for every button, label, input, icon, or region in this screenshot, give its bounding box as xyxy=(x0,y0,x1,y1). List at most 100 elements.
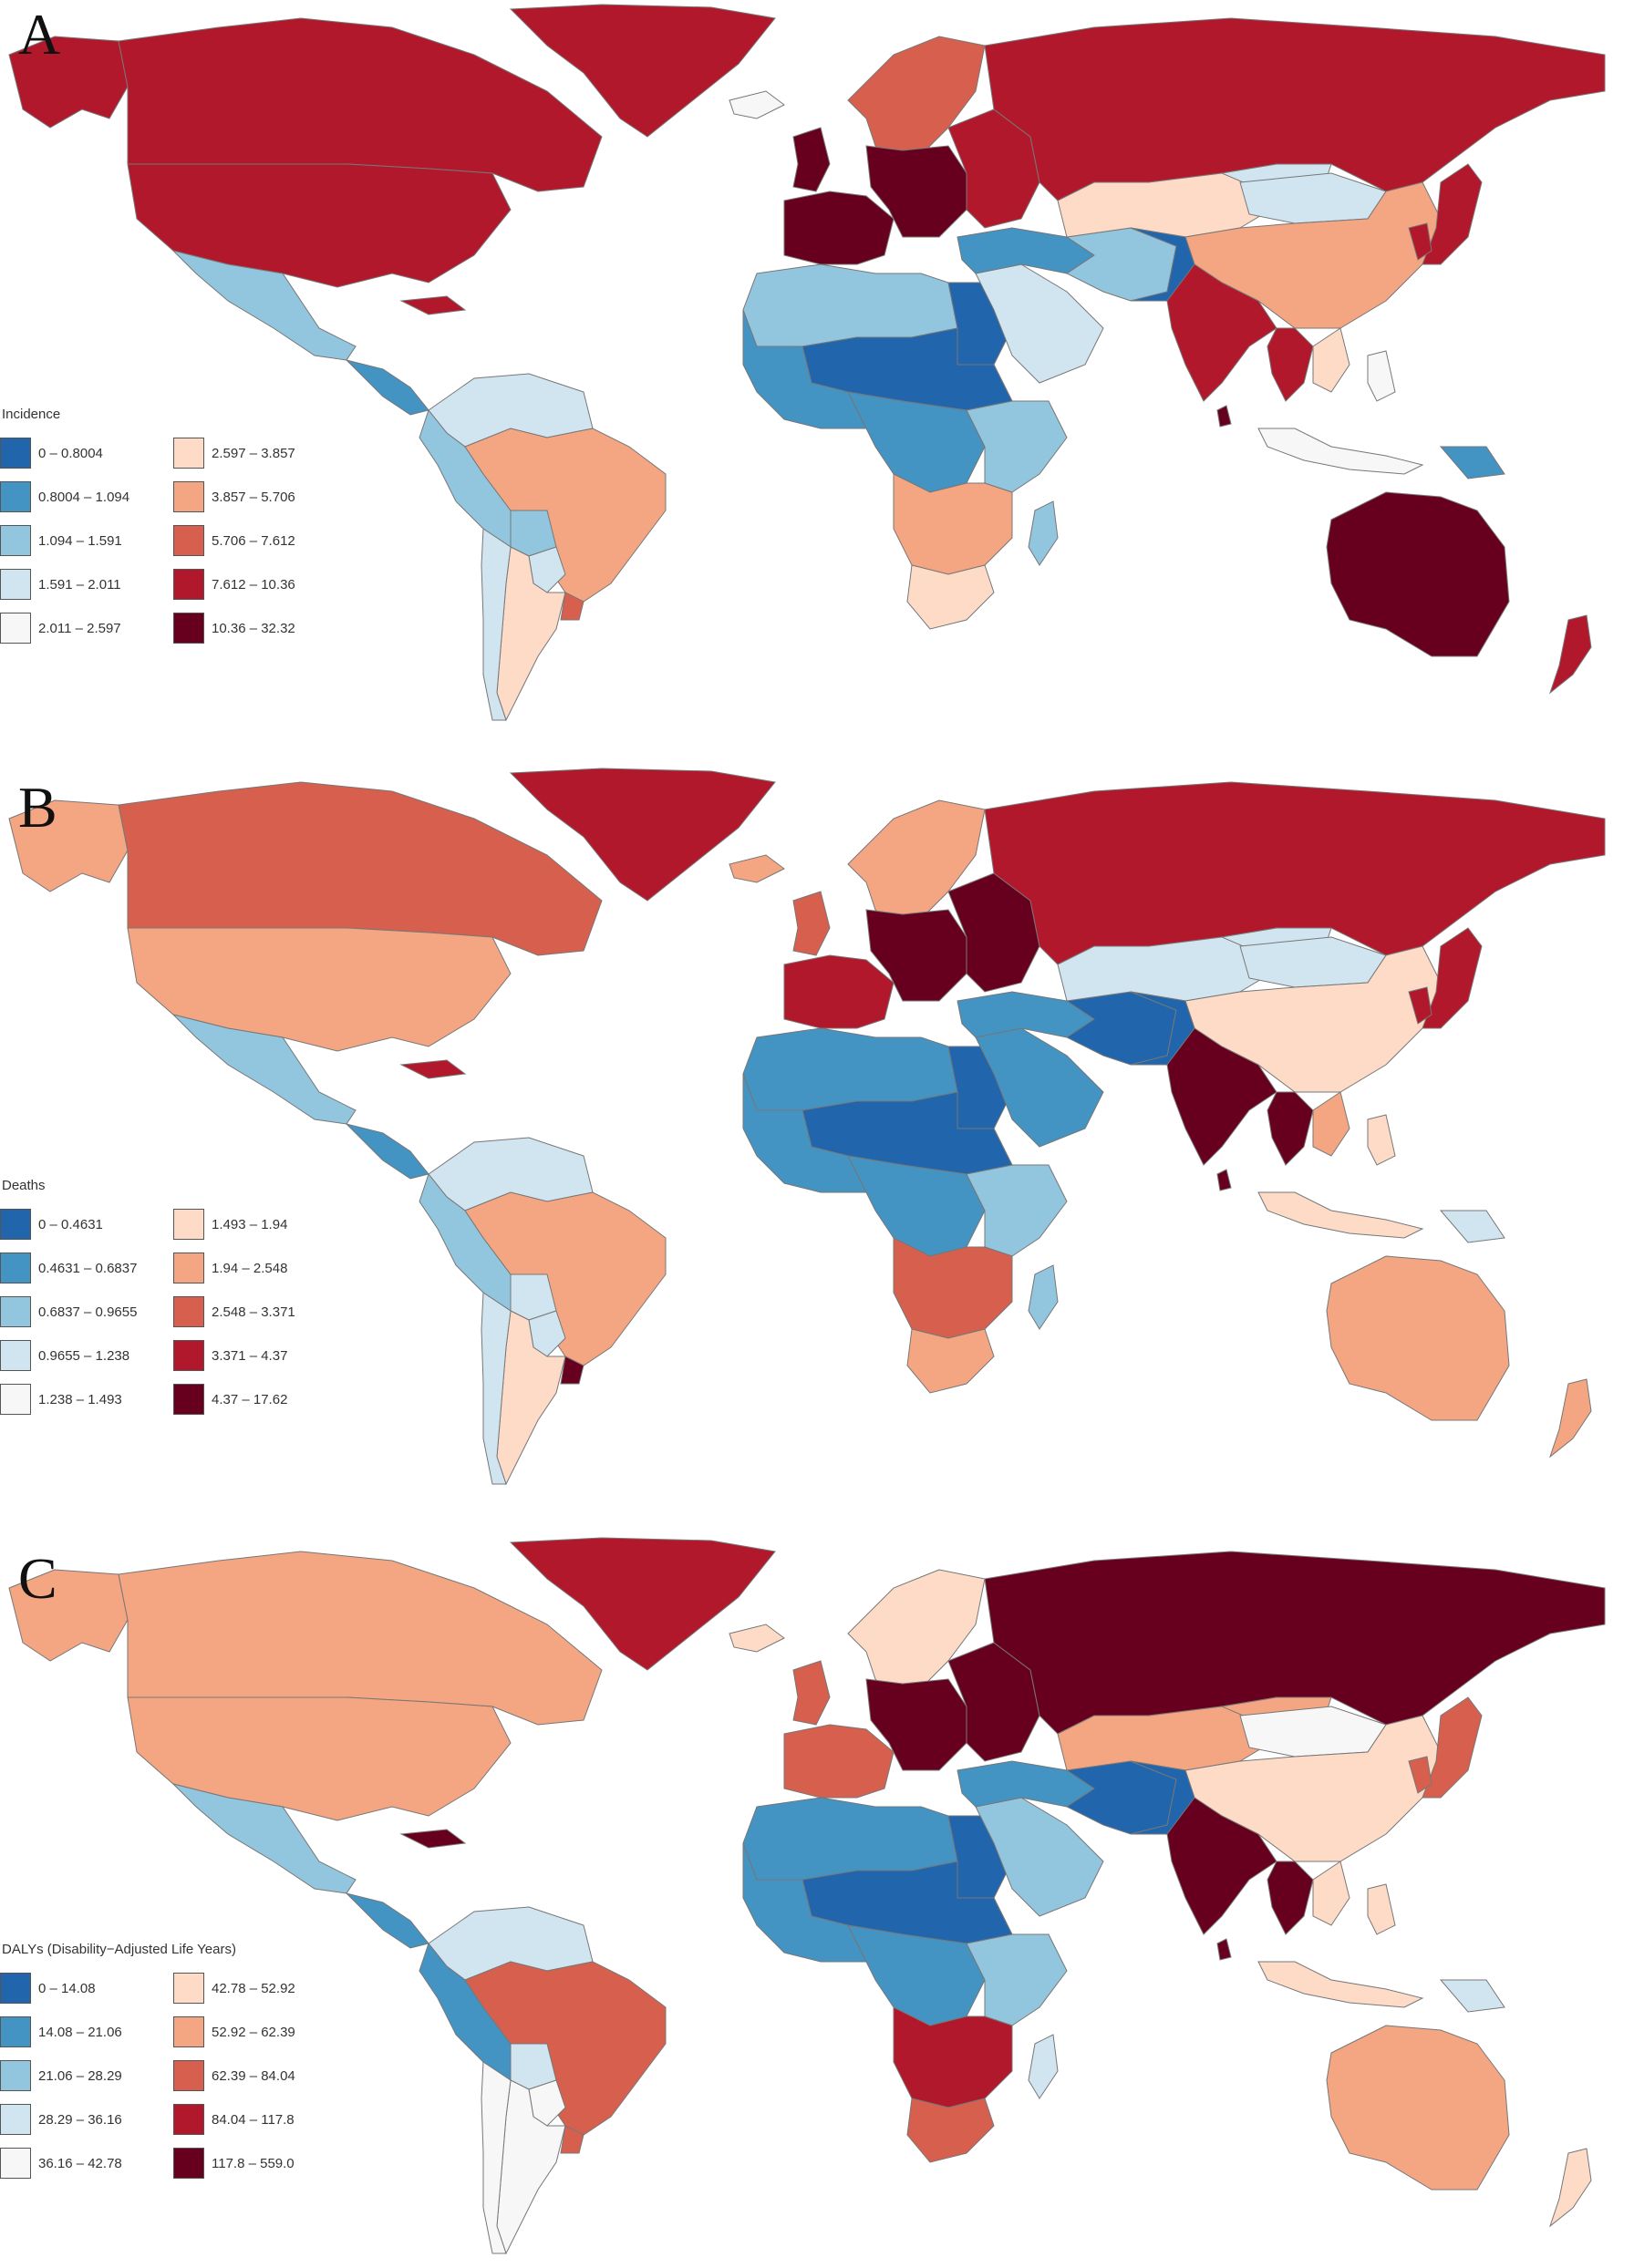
legend-item: 0.4631 – 0.6837 xyxy=(0,1246,173,1290)
region-south-africa xyxy=(906,1328,995,1394)
legend-label: 62.39 – 84.04 xyxy=(212,2067,295,2084)
legend-swatch xyxy=(0,1253,31,1283)
legend-swatch xyxy=(0,438,31,469)
region-arabia xyxy=(975,1027,1104,1148)
legend-swatch xyxy=(0,481,31,512)
legend-label: 10.36 – 32.32 xyxy=(212,620,295,636)
region-australia xyxy=(1326,2025,1510,2191)
region-caribbean xyxy=(399,1829,467,1849)
region-alaska xyxy=(8,1569,129,1662)
legend-label: 14.08 – 21.06 xyxy=(38,2024,122,2040)
legend-swatch xyxy=(0,1340,31,1371)
legend-swatch xyxy=(173,1340,204,1371)
region-indochina xyxy=(1312,327,1350,393)
legend-label: 0.4631 – 0.6837 xyxy=(38,1260,138,1276)
legend-swatch xyxy=(0,2060,31,2091)
legend-item: 0 – 0.8004 xyxy=(0,431,173,475)
region-south-africa xyxy=(906,2098,995,2163)
region-chile xyxy=(481,2061,512,2254)
legend-label: 4.37 – 17.62 xyxy=(212,1391,288,1407)
region-korea xyxy=(1408,986,1432,1025)
legend-item: 1.493 – 1.94 xyxy=(173,1202,346,1246)
region-uruguay xyxy=(560,1356,584,1385)
region-uk xyxy=(792,127,831,192)
legend-swatch xyxy=(0,1973,31,2004)
legend-item: 2.548 – 3.371 xyxy=(173,1290,346,1334)
region-north-africa xyxy=(742,263,958,347)
region-iceland xyxy=(729,1624,785,1653)
legend-swatch xyxy=(0,1209,31,1240)
legend-item: 4.37 – 17.62 xyxy=(173,1377,346,1421)
region-caribbean xyxy=(399,1059,467,1079)
world-map-incidence xyxy=(8,4,1606,722)
legend-item: 1.94 – 2.548 xyxy=(173,1246,346,1290)
region-korea xyxy=(1408,1756,1432,1794)
legend-swatch xyxy=(173,1296,204,1327)
legend-swatch xyxy=(0,2016,31,2047)
legend-swatch xyxy=(173,438,204,469)
region-caribbean xyxy=(399,295,467,315)
legend-title: DALYs (Disability−Adjusted Life Years) xyxy=(2,1942,236,1957)
legend-label: 0.9655 – 1.238 xyxy=(38,1347,130,1364)
region-png xyxy=(1439,446,1505,479)
region-japan xyxy=(1422,1696,1483,1799)
legend-item: 7.612 – 10.36 xyxy=(173,562,346,606)
region-arabia xyxy=(975,263,1104,384)
region-mexico xyxy=(171,1014,357,1125)
legend-item: 1.238 – 1.493 xyxy=(0,1377,173,1421)
legend-label: 52.92 – 62.39 xyxy=(212,2024,295,2040)
world-map-deaths xyxy=(8,768,1606,1486)
legend-label: 0 – 0.4631 xyxy=(38,1216,103,1232)
legend-label: 36.16 – 42.78 xyxy=(38,2155,122,2171)
panel-label: C xyxy=(18,1546,57,1611)
legend-item: 0 – 0.4631 xyxy=(0,1202,173,1246)
legend-label: 1.591 – 2.011 xyxy=(38,576,121,593)
legend-swatch xyxy=(173,613,204,644)
legend-item: 2.011 – 2.597 xyxy=(0,606,173,650)
legend-item: 1.094 – 1.591 xyxy=(0,519,173,562)
region-southern-africa xyxy=(893,473,1013,575)
region-philippines xyxy=(1367,1883,1396,1935)
legend-swatch xyxy=(173,1253,204,1283)
legend-item: 3.857 – 5.706 xyxy=(173,475,346,519)
legend-item: 0.8004 – 1.094 xyxy=(0,475,173,519)
region-greenland xyxy=(509,768,776,902)
region-india xyxy=(1166,1797,1277,1935)
legend-swatch xyxy=(173,2148,204,2179)
region-indonesia xyxy=(1257,1961,1424,2008)
legend-item: 5.706 – 7.612 xyxy=(173,519,346,562)
region-uk xyxy=(792,891,831,956)
region-uruguay xyxy=(560,592,584,621)
region-central-america xyxy=(345,359,429,416)
legend-swatch xyxy=(0,525,31,556)
legend-title: Deaths xyxy=(2,1178,46,1193)
legend-label: 28.29 – 36.16 xyxy=(38,2111,122,2128)
legend-label: 2.011 – 2.597 xyxy=(38,620,121,636)
legend-swatch xyxy=(0,2148,31,2179)
panel-deaths: B Deaths 0 – 0.4631 0.4631 – 0.6837 0.6837… xyxy=(0,764,1634,1493)
region-madagascar xyxy=(1028,1264,1059,1330)
region-chile xyxy=(481,528,512,721)
legend-item: 14.08 – 21.06 xyxy=(0,2010,173,2054)
legend-label: 1.094 – 1.591 xyxy=(38,532,122,549)
region-india xyxy=(1166,1027,1277,1166)
region-western-europe xyxy=(783,1724,895,1799)
region-korea xyxy=(1408,222,1432,261)
region-iceland xyxy=(729,90,785,119)
legend-swatch xyxy=(173,569,204,600)
legend-label: 3.857 – 5.706 xyxy=(212,489,295,505)
region-usa xyxy=(127,1696,512,1821)
region-chile xyxy=(481,1292,512,1485)
world-map-dalys xyxy=(8,1537,1606,2255)
region-southern-africa xyxy=(893,1237,1013,1339)
legend-label: 0 – 0.8004 xyxy=(38,445,103,461)
legend-item: 62.39 – 84.04 xyxy=(173,2054,346,2098)
legend-swatch xyxy=(173,2104,204,2135)
region-mexico xyxy=(171,1783,357,1894)
legend-label: 2.597 – 3.857 xyxy=(212,445,295,461)
legend-incidence: Incidence 0 – 0.8004 0.8004 – 1.094 1.094 … xyxy=(0,407,346,650)
region-indochina xyxy=(1312,1861,1350,1926)
region-central-america xyxy=(345,1123,429,1180)
legend-label: 1.94 – 2.548 xyxy=(212,1260,288,1276)
region-australia xyxy=(1326,1255,1510,1421)
